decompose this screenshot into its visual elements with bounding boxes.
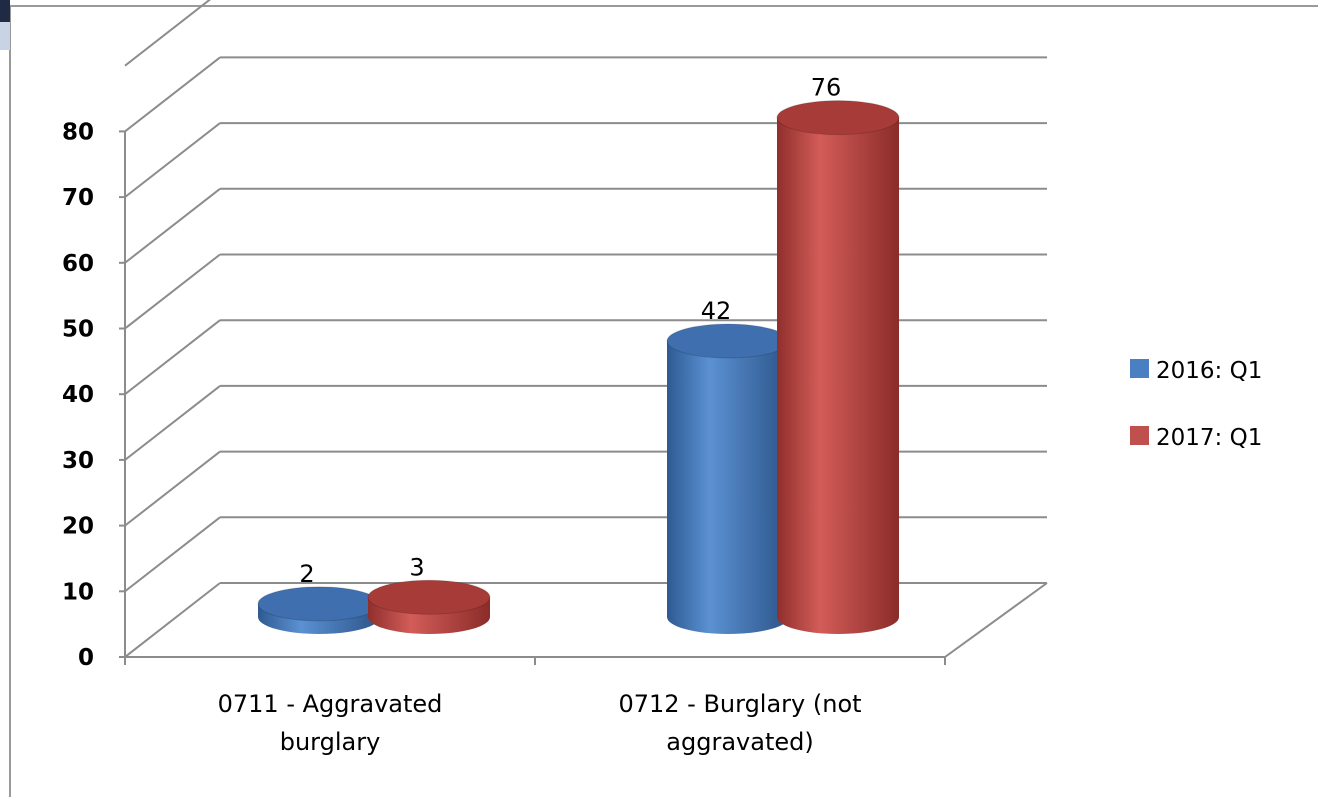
bar-top — [257, 586, 381, 622]
bars — [257, 100, 900, 635]
gridline-side — [124, 319, 221, 395]
bar-0-1 — [666, 323, 790, 634]
corner-mark — [0, 0, 10, 22]
gridline-side — [124, 188, 221, 264]
legend-label: 2016: Q1 — [1156, 358, 1262, 384]
bar-top — [776, 100, 900, 136]
floor-right-edge — [944, 582, 1048, 658]
legend-swatch — [1130, 426, 1149, 445]
gridline-side — [124, 0, 211, 67]
bar-0-0 — [257, 586, 381, 634]
gridline-side — [124, 516, 221, 593]
bar-1-1 — [776, 100, 900, 635]
gridline-side — [124, 385, 221, 461]
gridline-side — [124, 450, 221, 527]
data-label: 42 — [701, 297, 732, 325]
gridline-side — [124, 122, 221, 198]
data-label: 76 — [811, 74, 842, 102]
bar-body — [667, 341, 789, 634]
bar-top — [367, 579, 491, 615]
y-tick-label: 20 — [62, 514, 94, 540]
x-tick-label: 0712 - Burglary (not — [618, 690, 861, 718]
legend-swatch — [1130, 359, 1149, 378]
y-tick-label: 30 — [62, 448, 94, 474]
x-tick-label: burglary — [280, 728, 381, 756]
grid — [124, 0, 1048, 658]
legend: 2016: Q1 2017: Q1 — [1130, 358, 1262, 451]
x-tick-label: 0711 - Aggravated — [218, 690, 443, 718]
y-tick-label: 40 — [62, 382, 94, 408]
y-tick-label: 50 — [62, 317, 94, 343]
data-labels: 2 42 3 76 — [299, 74, 841, 588]
y-tick-label: 10 — [62, 579, 94, 605]
legend-label: 2017: Q1 — [1156, 425, 1262, 451]
corner-mark-light — [0, 22, 10, 50]
bar-body — [777, 117, 899, 635]
x-tick-label: aggravated) — [666, 728, 813, 756]
data-label: 2 — [299, 560, 314, 588]
axes: 0 10 20 30 40 50 60 70 80 0711 - Aggravated burgla… — [62, 119, 946, 756]
y-tick-label: 70 — [62, 185, 94, 211]
data-label: 3 — [409, 553, 424, 581]
chart-frame — [9, 5, 1318, 797]
gridline-side — [124, 56, 221, 133]
y-tick-label: 60 — [62, 251, 94, 277]
gridline-side — [124, 253, 221, 330]
bar-top — [666, 323, 790, 359]
y-tick-label: 80 — [62, 119, 94, 145]
bar-1-0 — [367, 579, 491, 634]
gridline-side — [124, 582, 221, 658]
y-tick-label: 0 — [78, 645, 94, 671]
